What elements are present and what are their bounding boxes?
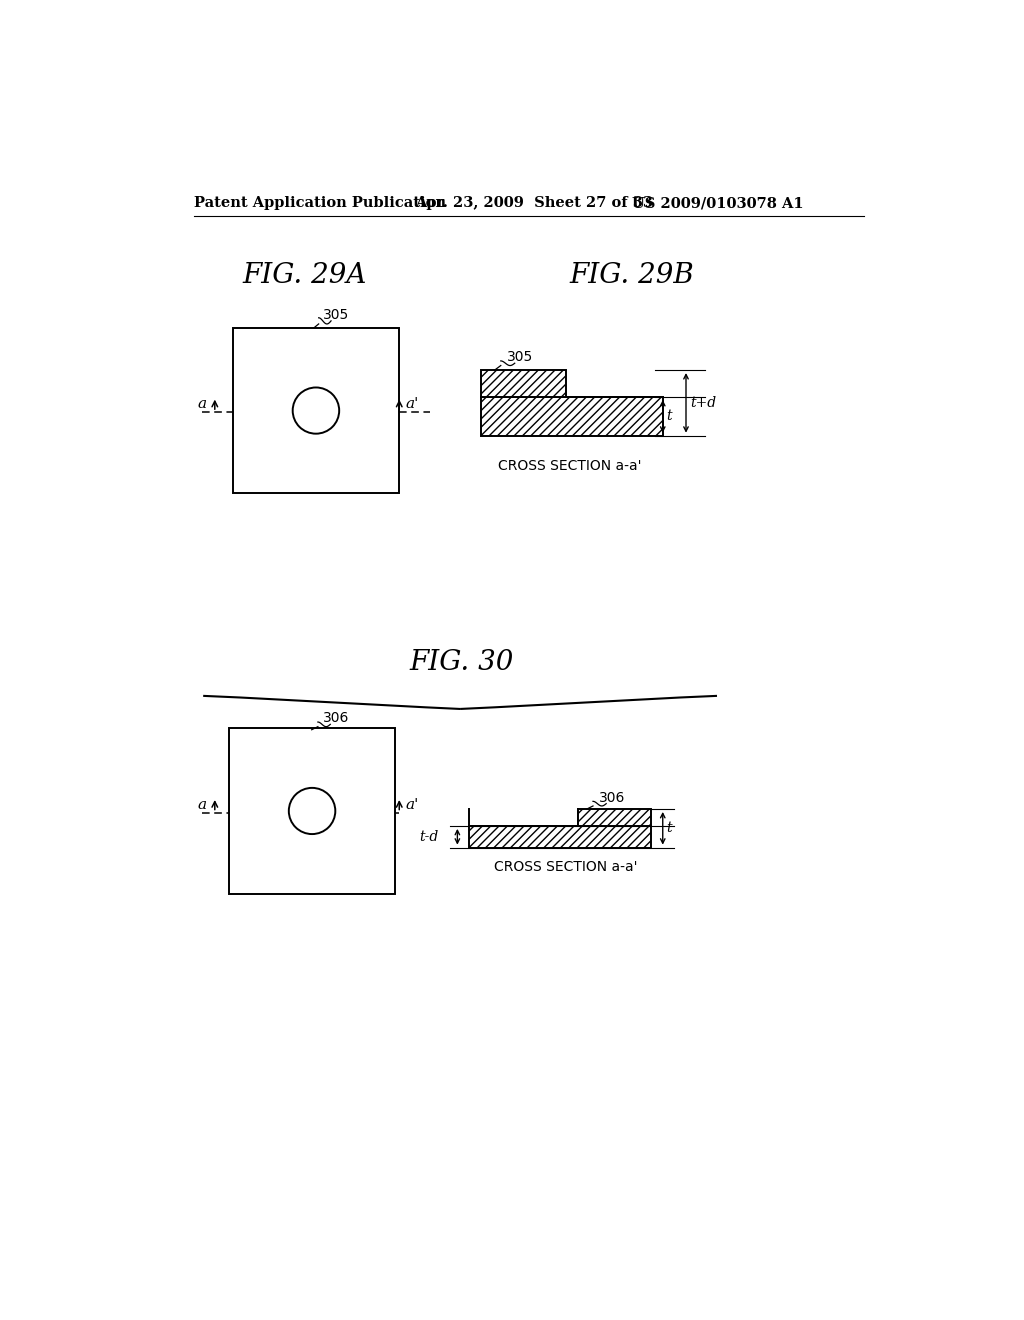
Circle shape: [289, 788, 335, 834]
Text: a: a: [197, 797, 206, 812]
Bar: [232, 327, 399, 494]
Text: Patent Application Publication: Patent Application Publication: [194, 197, 445, 210]
Text: 306: 306: [599, 791, 626, 804]
Text: 305: 305: [323, 309, 349, 322]
Bar: [469, 826, 651, 847]
Bar: [480, 397, 663, 436]
Text: FIG. 30: FIG. 30: [409, 649, 513, 676]
Bar: [480, 370, 566, 397]
Circle shape: [293, 388, 339, 434]
Bar: [578, 809, 651, 826]
Text: FIG. 29A: FIG. 29A: [243, 261, 367, 289]
Text: CROSS SECTION a-a': CROSS SECTION a-a': [498, 459, 641, 474]
Bar: [480, 397, 663, 436]
Bar: [480, 370, 566, 397]
Text: t+d: t+d: [690, 396, 716, 411]
Text: t-d: t-d: [419, 830, 438, 843]
Text: 306: 306: [323, 711, 349, 725]
Text: US 2009/0103078 A1: US 2009/0103078 A1: [632, 197, 804, 210]
Text: a: a: [197, 397, 206, 412]
Text: t: t: [667, 821, 672, 836]
Text: 305: 305: [507, 350, 534, 364]
Text: a': a': [406, 397, 419, 412]
Text: CROSS SECTION a-a': CROSS SECTION a-a': [495, 859, 638, 874]
Text: a': a': [406, 797, 419, 812]
Text: t: t: [667, 409, 672, 424]
Bar: [578, 809, 651, 826]
Bar: [228, 729, 395, 894]
Text: Apr. 23, 2009  Sheet 27 of 33: Apr. 23, 2009 Sheet 27 of 33: [415, 197, 652, 210]
Bar: [469, 826, 651, 847]
Text: FIG. 29B: FIG. 29B: [569, 261, 694, 289]
